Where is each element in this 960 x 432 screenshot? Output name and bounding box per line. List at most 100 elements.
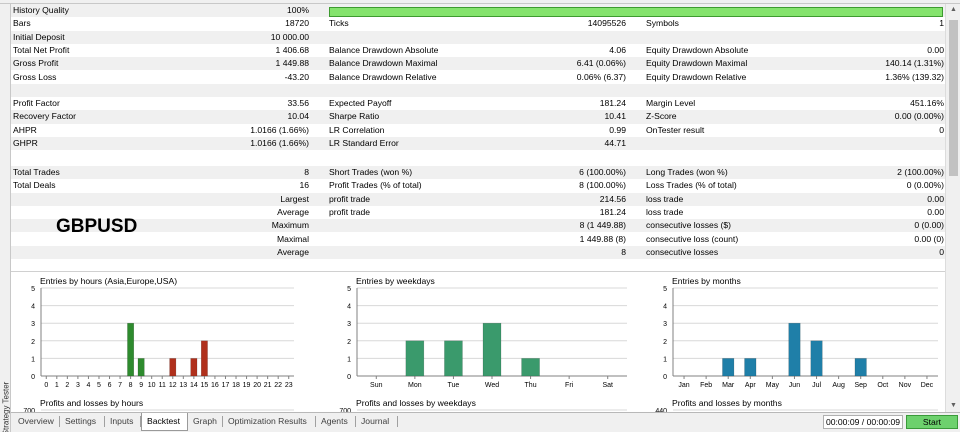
report-row: Total Trades 8 Short Trades (won %) 6 (1… bbox=[11, 166, 945, 180]
maximal-wins-value: 1 449.88 (8) bbox=[579, 233, 626, 244]
symbols-label: Symbols bbox=[646, 18, 679, 29]
history-quality-bar bbox=[329, 7, 943, 17]
y-tick-label: 2 bbox=[347, 339, 351, 346]
expected-payoff-value: 181.24 bbox=[599, 98, 626, 109]
x-tick-label: Thu bbox=[525, 382, 537, 389]
report-row-blank bbox=[11, 150, 945, 163]
scroll-down-icon[interactable]: ▼ bbox=[950, 402, 957, 409]
report-row: Maximum 8 (1 449.88) consecutive losses … bbox=[11, 219, 945, 233]
recovery-factor-label: Recovery Factor bbox=[13, 111, 77, 122]
tab-overview[interactable]: Overview bbox=[13, 413, 60, 430]
average-profit-value: 181.24 bbox=[599, 206, 626, 217]
bottom-chart-title: Profits and losses by hours bbox=[40, 398, 143, 408]
bar bbox=[788, 322, 801, 377]
report-row: AHPR 1.0166 (1.66%) LR Correlation 0.99 … bbox=[11, 124, 945, 137]
bottom-chart-title: Profits and losses by months bbox=[672, 398, 782, 408]
ghpr-label: GHPR bbox=[13, 138, 38, 148]
short-trades-label: Short Trades (won %) bbox=[329, 167, 413, 177]
balance-dd-max-label: Balance Drawdown Maximal bbox=[329, 58, 438, 69]
largest-profit-label: profit trade bbox=[329, 193, 371, 204]
profit-factor-label: Profit Factor bbox=[13, 98, 60, 109]
x-tick-label: Tue bbox=[448, 382, 460, 389]
report-row-blank bbox=[11, 83, 945, 98]
x-tick-label: 5 bbox=[97, 382, 101, 389]
gross-loss-value: -43.20 bbox=[284, 71, 309, 82]
bar bbox=[190, 358, 198, 377]
x-tick-label: May bbox=[766, 382, 780, 389]
x-tick-label: Mar bbox=[722, 382, 735, 389]
symbol-title: GBPUSD bbox=[56, 216, 138, 237]
scrollbar-thumb[interactable] bbox=[949, 20, 958, 176]
x-tick-label: 8 bbox=[129, 382, 133, 389]
report-row: Gross Profit 1 449.88 Balance Drawdown M… bbox=[11, 57, 945, 71]
x-tick-label: Aug bbox=[832, 382, 845, 389]
x-tick-label: 20 bbox=[253, 382, 261, 389]
ghpr-value: 1.0166 (1.66%) bbox=[250, 138, 309, 148]
chart-title: Entries by weekdays bbox=[356, 276, 435, 286]
x-tick-label: Jan bbox=[678, 382, 689, 389]
ticks-value: 14095526 bbox=[587, 18, 626, 29]
x-tick-label: Fri bbox=[565, 382, 574, 389]
expected-payoff-label: Expected Payoff bbox=[329, 98, 392, 109]
x-tick-label: 0 bbox=[44, 382, 48, 389]
y-tick-label: 3 bbox=[663, 321, 667, 328]
tab-settings[interactable]: Settings bbox=[60, 413, 105, 430]
average-loss-label: loss trade bbox=[646, 206, 684, 217]
average-consec-losses-label: consecutive losses bbox=[646, 246, 719, 257]
chart-entries-by-hours: Entries by hours (Asia,Europe,USA) 0 1 2 3 4 5… bbox=[11, 272, 327, 413]
average-profit-label: profit trade bbox=[329, 206, 371, 217]
tab-agents[interactable]: Agents bbox=[316, 413, 356, 430]
chart-title: Entries by months bbox=[672, 276, 741, 286]
bar bbox=[482, 322, 502, 377]
margin-level-value: 451.16% bbox=[910, 98, 944, 109]
start-button[interactable]: Start bbox=[906, 415, 958, 429]
bar bbox=[127, 322, 135, 377]
x-tick-label: Sun bbox=[370, 382, 383, 389]
chart-title: Entries by hours (Asia,Europe,USA) bbox=[40, 276, 177, 286]
x-tick-label: Apr bbox=[745, 382, 757, 389]
scroll-up-icon[interactable]: ▲ bbox=[950, 6, 957, 13]
tab-backtest[interactable]: Backtest bbox=[141, 413, 188, 431]
lr-std-error-label: LR Standard Error bbox=[329, 138, 399, 148]
equity-dd-rel-label: Equity Drawdown Relative bbox=[646, 71, 747, 82]
y-tick-label: 2 bbox=[663, 339, 667, 346]
y-tick-label: 5 bbox=[31, 286, 35, 293]
charts-area: Entries by hours (Asia,Europe,USA) 0 1 2 3 4 5… bbox=[11, 271, 945, 413]
tester-tab-bar: Overview Settings Inputs Backtest Graph Optim… bbox=[11, 412, 960, 432]
bar bbox=[744, 358, 757, 377]
tab-inputs[interactable]: Inputs bbox=[105, 413, 141, 430]
strategy-tester-sidebar: Strategy Tester bbox=[0, 4, 11, 432]
tab-journal[interactable]: Journal bbox=[356, 413, 398, 430]
total-deals-value: 16 bbox=[299, 180, 309, 191]
x-tick-label: 15 bbox=[200, 382, 208, 389]
y-tick-label: 0 bbox=[347, 374, 351, 381]
largest-label: Largest bbox=[280, 193, 309, 204]
x-tick-label: 21 bbox=[264, 382, 272, 389]
x-tick-label: 3 bbox=[76, 382, 80, 389]
bottom-y-top-label: 700 bbox=[23, 408, 35, 413]
sharpe-ratio-value: 10.41 bbox=[604, 111, 626, 122]
x-tick-label: 17 bbox=[222, 382, 230, 389]
balance-dd-rel-label: Balance Drawdown Relative bbox=[329, 71, 437, 82]
tab-optimization-results[interactable]: Optimization Results bbox=[223, 413, 316, 430]
equity-dd-abs-label: Equity Drawdown Absolute bbox=[646, 44, 749, 55]
maximal-losses-value: 0.00 (0) bbox=[914, 233, 944, 244]
x-tick-label: 9 bbox=[139, 382, 143, 389]
tab-graph[interactable]: Graph bbox=[188, 413, 223, 430]
maximal-losses-label: consecutive loss (count) bbox=[646, 233, 739, 244]
lr-correlation-label: LR Correlation bbox=[329, 124, 385, 135]
symbols-value: 1 bbox=[939, 18, 944, 29]
margin-level-label: Margin Level bbox=[646, 98, 696, 109]
long-trades-value: 2 (100.00%) bbox=[897, 167, 944, 177]
x-tick-label: Sep bbox=[854, 382, 867, 389]
lr-std-error-value: 44.71 bbox=[604, 138, 626, 148]
z-score-label: Z-Score bbox=[646, 111, 677, 122]
vertical-scrollbar[interactable]: ▲ ▼ bbox=[945, 4, 960, 412]
sidebar-label: Strategy Tester bbox=[1, 381, 11, 432]
x-tick-label: 23 bbox=[285, 382, 293, 389]
y-tick-label: 4 bbox=[31, 304, 35, 311]
report-row: Total Deals 16 Profit Trades (% of total… bbox=[11, 179, 945, 192]
report-row: History Quality 100% bbox=[11, 4, 945, 18]
total-net-profit-label: Total Net Profit bbox=[13, 44, 70, 55]
y-tick-label: 1 bbox=[663, 356, 667, 363]
